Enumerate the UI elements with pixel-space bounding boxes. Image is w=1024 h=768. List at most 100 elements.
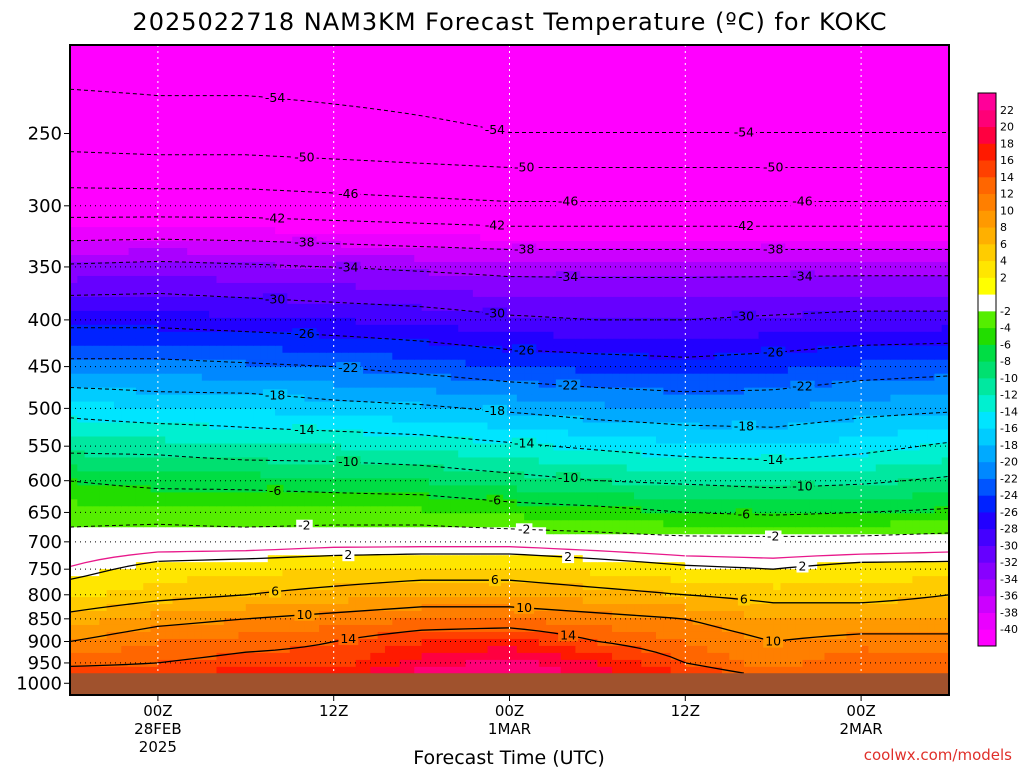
temp-cell bbox=[568, 659, 577, 667]
temp-cell bbox=[450, 498, 459, 507]
temp-cell bbox=[245, 380, 254, 388]
temp-cell bbox=[773, 617, 782, 625]
temp-cell bbox=[179, 519, 188, 528]
temp-cell bbox=[670, 645, 679, 653]
temp-cell bbox=[480, 498, 489, 507]
temp-cell bbox=[868, 414, 877, 423]
temp-cell bbox=[333, 666, 342, 674]
temp-cell bbox=[480, 505, 489, 514]
temp-cell bbox=[905, 617, 913, 625]
temp-cell bbox=[670, 624, 679, 632]
temp-cell bbox=[91, 610, 100, 618]
temp-cell bbox=[450, 645, 459, 653]
temp-cell bbox=[84, 596, 93, 605]
temp-cell bbox=[157, 610, 166, 618]
temp-cell bbox=[524, 554, 533, 563]
temp-cell bbox=[77, 554, 86, 563]
temp-cell bbox=[905, 631, 913, 639]
temp-cell bbox=[817, 387, 826, 395]
temp-cell bbox=[846, 561, 855, 570]
temp-cell bbox=[172, 645, 181, 653]
temp-cell bbox=[267, 470, 276, 479]
temp-cell bbox=[245, 470, 254, 479]
temp-cell bbox=[377, 596, 386, 605]
temp-cell bbox=[377, 610, 386, 618]
temp-cell bbox=[113, 624, 122, 632]
temp-cell bbox=[216, 645, 225, 653]
temp-cell bbox=[253, 428, 262, 437]
temp-cell bbox=[289, 547, 298, 556]
temp-cell bbox=[861, 498, 870, 507]
temp-cell bbox=[817, 540, 826, 549]
temp-cell bbox=[509, 380, 518, 388]
temp-cell bbox=[84, 463, 93, 472]
temp-cell bbox=[714, 519, 723, 528]
temp-cell bbox=[194, 470, 203, 479]
temp-cell bbox=[84, 666, 93, 674]
temp-cell bbox=[216, 449, 225, 458]
temp-cell bbox=[721, 505, 730, 514]
temp-cell bbox=[824, 498, 833, 507]
temp-cell bbox=[113, 554, 122, 563]
temp-cell bbox=[333, 575, 342, 584]
temp-cell bbox=[421, 610, 430, 618]
temp-cell bbox=[231, 561, 240, 570]
temp-cell bbox=[897, 666, 906, 674]
temp-cell bbox=[729, 547, 738, 556]
temp-cell bbox=[480, 589, 489, 598]
temp-cell bbox=[729, 617, 738, 625]
temp-cell bbox=[714, 394, 723, 402]
temp-cell bbox=[802, 505, 811, 514]
temp-cell bbox=[670, 603, 679, 612]
temp-cell bbox=[77, 652, 86, 660]
temp-cell bbox=[341, 407, 349, 416]
temp-cell bbox=[392, 512, 401, 521]
temp-cell bbox=[121, 596, 130, 605]
temp-cell bbox=[399, 421, 408, 430]
temp-cell bbox=[531, 387, 540, 395]
temp-cell bbox=[883, 617, 891, 625]
temp-cell bbox=[612, 519, 620, 528]
temp-cell bbox=[736, 568, 745, 577]
temp-cell bbox=[260, 380, 269, 388]
temp-cell bbox=[165, 575, 174, 584]
temp-cell bbox=[238, 589, 247, 598]
temp-cell bbox=[450, 477, 459, 486]
temp-cell bbox=[304, 414, 313, 423]
temp-cell bbox=[297, 387, 305, 395]
temp-cell bbox=[524, 449, 533, 458]
temp-cell bbox=[897, 414, 906, 423]
temp-cell bbox=[436, 407, 445, 416]
temp-cell bbox=[699, 394, 708, 402]
temp-cell bbox=[172, 568, 181, 577]
temp-cell bbox=[209, 428, 218, 437]
temp-cell bbox=[304, 659, 313, 667]
temp-cell bbox=[590, 652, 598, 660]
temp-cell bbox=[370, 610, 379, 618]
temp-cell bbox=[817, 505, 826, 514]
temp-cell bbox=[260, 561, 269, 570]
temp-cell bbox=[677, 407, 686, 416]
temp-cell bbox=[406, 407, 415, 416]
temp-cell bbox=[604, 631, 613, 639]
temp-cell bbox=[487, 582, 496, 591]
temp-cell bbox=[436, 435, 445, 444]
temp-cell bbox=[399, 610, 408, 618]
temp-cell bbox=[846, 526, 855, 535]
temp-cell bbox=[326, 498, 335, 507]
temp-cell bbox=[223, 540, 232, 549]
temp-cell bbox=[795, 470, 804, 479]
temp-cell bbox=[875, 666, 884, 674]
temp-cell bbox=[575, 414, 584, 423]
temp-cell bbox=[348, 519, 357, 528]
temp-cell bbox=[546, 575, 555, 584]
temp-cell bbox=[919, 442, 928, 451]
temp-cell bbox=[590, 512, 598, 521]
temp-cell bbox=[480, 470, 489, 479]
temp-cell bbox=[524, 380, 533, 388]
temp-cell bbox=[531, 624, 540, 632]
temp-cell bbox=[692, 624, 701, 632]
temp-cell bbox=[282, 582, 291, 591]
temp-cell bbox=[714, 435, 723, 444]
temp-cell bbox=[333, 519, 342, 528]
